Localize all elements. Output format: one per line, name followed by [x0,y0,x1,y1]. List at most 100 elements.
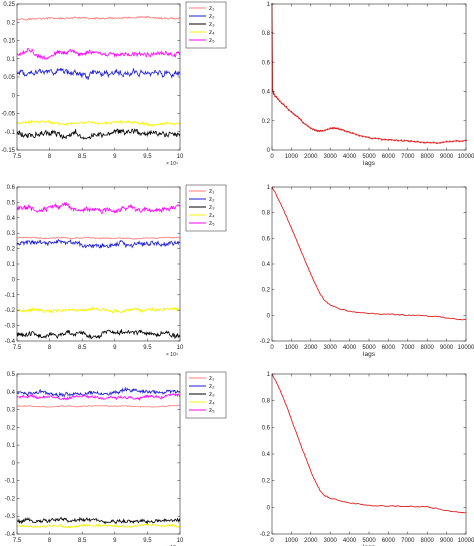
x-tick-label: 6000 [382,154,396,160]
y-tick-label: 0.2 [7,247,16,253]
series-line-4 [16,48,181,61]
y-tick-label: 0 [267,313,271,319]
series-line-2 [16,128,181,140]
x-multiplier-label: × 10⁴ [166,352,178,358]
y-tick-label: 0.4 [7,390,16,396]
acf-marker [294,114,297,117]
y-tick-label: 0.2 [7,425,16,431]
acf-marker [442,141,445,144]
y-tick-label: -0.2 [5,496,16,502]
legend-label: z₄ [209,399,215,406]
acf-marker [285,106,288,108]
y-tick-label: 0.6 [7,185,16,191]
x-axis-label: lags [363,544,376,546]
acf-marker [309,127,312,130]
x-tick-label: 7.5 [13,345,22,351]
legend-box [185,371,227,419]
x-tick-label: 0 [270,154,274,160]
series-line-0 [16,404,181,408]
legend-label: z₃ [209,21,215,28]
acf-marker [317,129,320,132]
acf-marker [455,139,458,142]
x-tick-label: 10 [177,538,184,544]
x-tick-label: 9000 [440,345,454,351]
y-tick-label: 0.4 [262,90,271,96]
acf-marker [348,131,351,134]
x-tick-label: 5000 [362,154,376,160]
x-tick-label: 9 [113,538,117,544]
acf-marker [333,126,335,129]
acf-marker [387,138,390,141]
x-tick-label: 9.5 [143,538,152,544]
acf-line [271,186,467,321]
y-tick-label: 0 [267,505,271,511]
y-tick-label: 0.05 [3,75,15,81]
x-tick-label: 10000 [458,154,474,160]
acf-marker [426,141,429,144]
chart-panel-middle-left: 7.5 8 8.5 9 9.5 10 -0.4 -0.3 -0.2 -0.1 0 0.1 0.2 0.3 0… [5,184,227,358]
x-tick-label: 5000 [362,345,376,351]
acf-line [271,373,467,514]
y-tick-label: 0.3 [7,231,16,237]
series-line-4 [16,201,181,215]
y-tick-label: 0.25 [3,2,15,8]
series-line-4 [16,392,181,402]
x-tick-label: 2000 [304,538,318,544]
legend-label: z₁ [209,5,214,12]
x-tick-label: 4000 [343,345,357,351]
acf-marker [335,127,337,130]
y-tick-label: 0.5 [7,200,16,206]
acf-marker [290,111,293,113]
y-tick-label: -0.05 [1,112,15,118]
x-tick-label: 7000 [401,345,415,351]
x-axis-label: lags [363,160,376,167]
x-tick-label: 9.5 [143,154,152,160]
acf-marker [413,140,416,143]
acf-line [271,3,467,144]
y-tick-label: -0.4 [5,532,16,538]
y-tick-label: 0.2 [7,20,16,26]
acf-marker [448,140,451,143]
legend-label: z₁ [209,188,214,195]
legend-box [185,184,227,232]
acf-marker [397,139,399,142]
x-tick-label: 8000 [421,154,435,160]
acf-marker [307,125,310,128]
y-tick-label: 1 [267,372,271,378]
acf-marker [458,140,461,143]
x-tick-label: 3000 [324,345,338,351]
y-tick-label: 0.2 [262,119,271,125]
axes-frame [271,373,467,535]
acf-marker [436,142,438,145]
acf-marker [343,129,346,132]
legend-label: z₁ [209,375,214,382]
y-tick-label: -0.2 [260,339,271,345]
y-tick-label: -0.1 [5,293,16,299]
x-tick-label: 8000 [421,538,435,544]
series-line-2 [16,516,181,525]
y-tick-label: 0.4 [7,216,16,222]
acf-marker [282,103,285,106]
legend-label: z₃ [209,391,215,398]
y-tick-label: 0.15 [3,39,15,45]
x-tick-label: 2000 [304,345,318,351]
series-line-1 [16,67,181,80]
acf-marker [432,141,435,144]
x-tick-label: 4000 [343,154,357,160]
series-line-3 [16,306,181,314]
acf-marker [304,123,307,126]
acf-marker [410,140,412,142]
chart-panel-middle-right: 0 1000 2000 3000 4000 5000 6000 7000 8000 9000 100… [260,185,474,358]
legend-box [185,1,227,49]
x-tick-label: 5000 [362,538,376,544]
y-tick-label: -0.2 [5,308,16,314]
legend-label: z₂ [209,383,215,390]
acf-marker [419,141,422,144]
y-tick-label: 0.3 [7,408,16,414]
acf-marker [296,115,299,118]
x-axis-label: lags [363,351,376,358]
y-tick-label: 1 [267,2,271,8]
y-tick-label: 0 [12,461,16,467]
